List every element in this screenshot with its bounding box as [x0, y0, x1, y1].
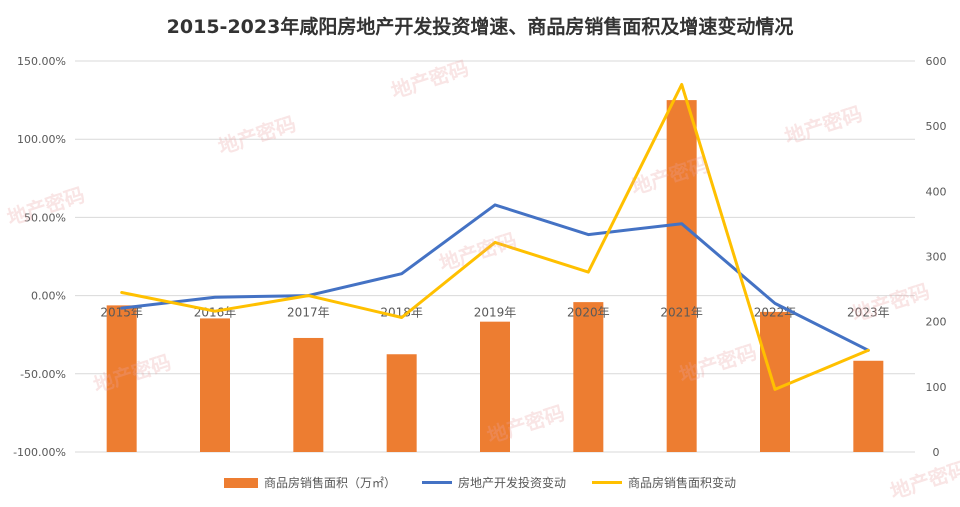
right-axis-tick-label: 600	[926, 55, 947, 68]
line-investment	[120, 203, 870, 352]
right-axis-tick-label: 500	[926, 120, 947, 133]
category-label: 2023年	[847, 306, 890, 320]
right-axis: 0 100 200 300 400 500 600	[926, 55, 947, 459]
bar	[293, 337, 324, 452]
legend-item-sales-area: 商品房销售面积（万㎡）	[223, 474, 396, 491]
legend-swatch-bar	[223, 477, 258, 488]
category-label: 2020年	[567, 306, 610, 320]
right-axis-tick-label: 300	[926, 251, 947, 264]
category-label: 2021年	[660, 306, 703, 320]
legend-swatch-line-blue	[421, 481, 452, 484]
left-axis: -100.00% -50.00% 0.00% 50.00% 100.00% 150.00%	[13, 55, 66, 459]
right-axis-tick-label: 0	[933, 446, 940, 459]
bar	[573, 302, 604, 452]
legend-swatch-line-yellow	[592, 481, 622, 484]
bar-series	[106, 100, 884, 452]
right-axis-tick-label: 200	[926, 316, 947, 329]
watermark-logo: 地产密码	[436, 228, 520, 276]
watermark-logo: 地产密码	[849, 279, 933, 327]
legend: 商品房销售面积（万㎡） 房地产开发投资变动 商品房销售面积变动	[0, 474, 960, 491]
watermark-logo: 地产密码	[388, 56, 472, 104]
legend-item-investment: 房地产开发投资变动	[421, 474, 566, 491]
legend-label-sales-area: 商品房销售面积（万㎡）	[263, 476, 396, 490]
bar	[480, 321, 510, 452]
line-sales-change	[120, 83, 870, 391]
category-label: 2019年	[474, 306, 517, 320]
legend-label-investment: 房地产开发投资变动	[457, 476, 566, 490]
bar	[853, 360, 884, 452]
category-label: 2015年	[100, 306, 143, 320]
category-label: 2017年	[287, 306, 330, 320]
legend-item-sales-change: 商品房销售面积变动	[592, 474, 736, 491]
category-label: 2022年	[754, 306, 797, 320]
chart-title: 2015-2023年咸阳房地产开发投资增速、商品房销售面积及增速变动情况	[166, 16, 794, 38]
left-axis-tick-label: 100.00%	[17, 133, 66, 146]
category-labels: 2015年 2016年 2017年 2018年 2019年 2020年 2021年 2022年…	[100, 306, 889, 320]
bar	[106, 305, 137, 452]
legend-label-sales-change: 商品房销售面积变动	[628, 476, 737, 490]
bar	[666, 100, 697, 452]
right-axis-tick-label: 400	[926, 185, 947, 198]
bar	[200, 318, 230, 452]
left-axis-tick-label: 0.00%	[31, 290, 66, 303]
line-series	[120, 83, 870, 391]
right-axis-tick-label: 100	[926, 381, 947, 394]
left-axis-tick-label: -50.00%	[20, 368, 66, 381]
left-axis-tick-label: 150.00%	[17, 55, 66, 68]
left-axis-tick-label: 50.00%	[24, 211, 66, 224]
bar	[386, 354, 417, 452]
watermark-logo: 地产密码	[215, 112, 299, 160]
watermark-logo: 地产密码	[782, 101, 866, 149]
left-axis-tick-label: -100.00%	[13, 446, 66, 459]
bar	[760, 311, 790, 452]
